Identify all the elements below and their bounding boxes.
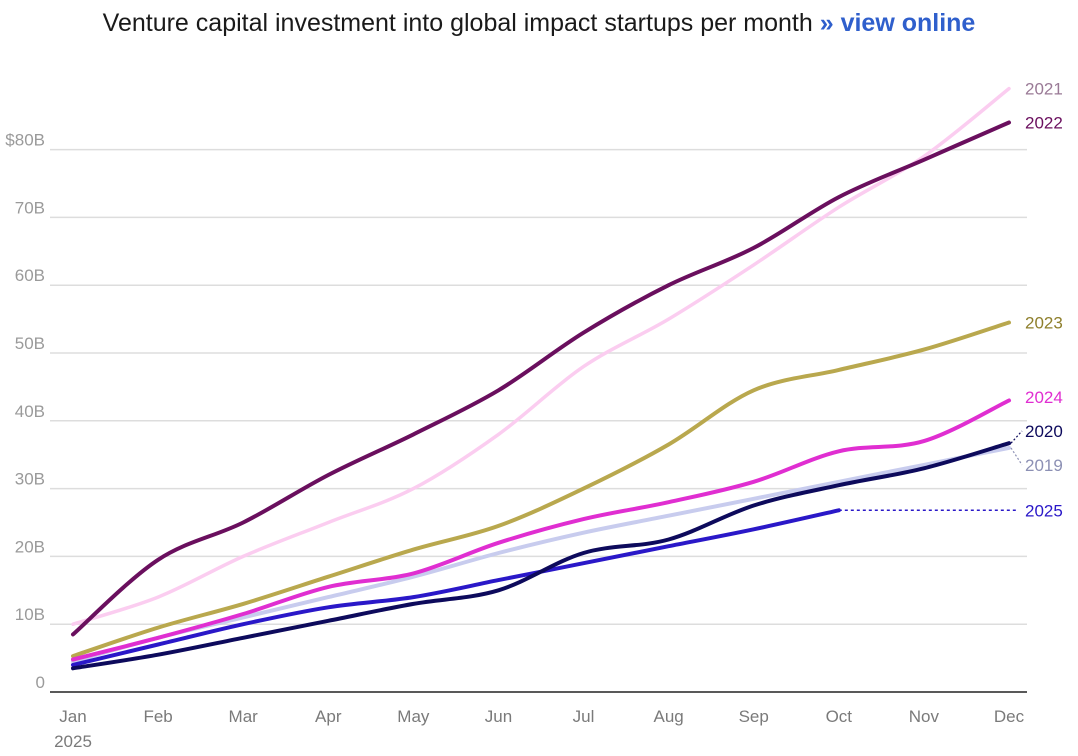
series-label-2025: 2025 — [1025, 501, 1063, 520]
x-year-label: 2025 — [54, 732, 92, 751]
x-tick-label: Jan — [59, 707, 86, 726]
x-tick-label: Oct — [826, 707, 853, 726]
x-tick-label: Dec — [994, 707, 1025, 726]
x-tick-label: May — [397, 707, 430, 726]
series-label-2022: 2022 — [1025, 113, 1063, 132]
label-layer: 2021 2022 2023 2024 2020 2019 2025 — [1010, 80, 1063, 520]
label-leader-2019 — [1010, 447, 1023, 466]
x-tick-label: Feb — [143, 707, 172, 726]
view-online-link[interactable]: » view online — [819, 9, 976, 37]
y-tick-label: 60B — [15, 266, 45, 285]
x-tick-label: Aug — [654, 707, 684, 726]
series-line-2021 — [71, 86, 1011, 626]
series-label-2021: 2021 — [1025, 80, 1063, 99]
y-tick-label: 70B — [15, 198, 45, 217]
series-label-2024: 2024 — [1025, 388, 1063, 407]
series-label-2020: 2020 — [1025, 422, 1063, 441]
x-tick-label: Sep — [739, 707, 769, 726]
y-tick-label: 40B — [15, 402, 45, 421]
y-tick-label: $80B — [5, 131, 45, 150]
series-line-2019 — [71, 445, 1011, 664]
x-tick-label: Mar — [229, 707, 259, 726]
axis-layer: 0 10B 20B 30B 40B 50B 60B 70B $80B Jan Feb Mar Apr Ma… — [5, 131, 1027, 751]
chart-title: Venture capital investment into global i… — [103, 9, 976, 37]
y-tick-label: 30B — [15, 470, 45, 489]
y-tick-label: 20B — [15, 537, 45, 556]
y-tick-label: 0 — [36, 673, 45, 692]
series-label-2019: 2019 — [1025, 456, 1063, 475]
x-tick-label: Nov — [909, 707, 940, 726]
x-tick-label: Apr — [315, 707, 342, 726]
y-tick-label: 10B — [15, 605, 45, 624]
x-tick-label: Jun — [485, 707, 512, 726]
series-line-2023 — [71, 320, 1011, 659]
x-tick-label: Jul — [573, 707, 595, 726]
series-layer — [71, 86, 1018, 671]
series-line-2024 — [71, 398, 1011, 662]
label-leader-2020 — [1010, 430, 1023, 444]
series-line-2025 — [71, 508, 841, 667]
chart-header: Venture capital investment into global i… — [0, 0, 1078, 48]
y-tick-label: 50B — [15, 334, 45, 353]
series-line-2022 — [71, 120, 1011, 637]
series-line-2020 — [71, 441, 1011, 671]
chart-title-text: Venture capital investment into global i… — [102, 9, 813, 37]
grid-layer — [50, 148, 1027, 625]
series-label-2023: 2023 — [1025, 313, 1063, 332]
